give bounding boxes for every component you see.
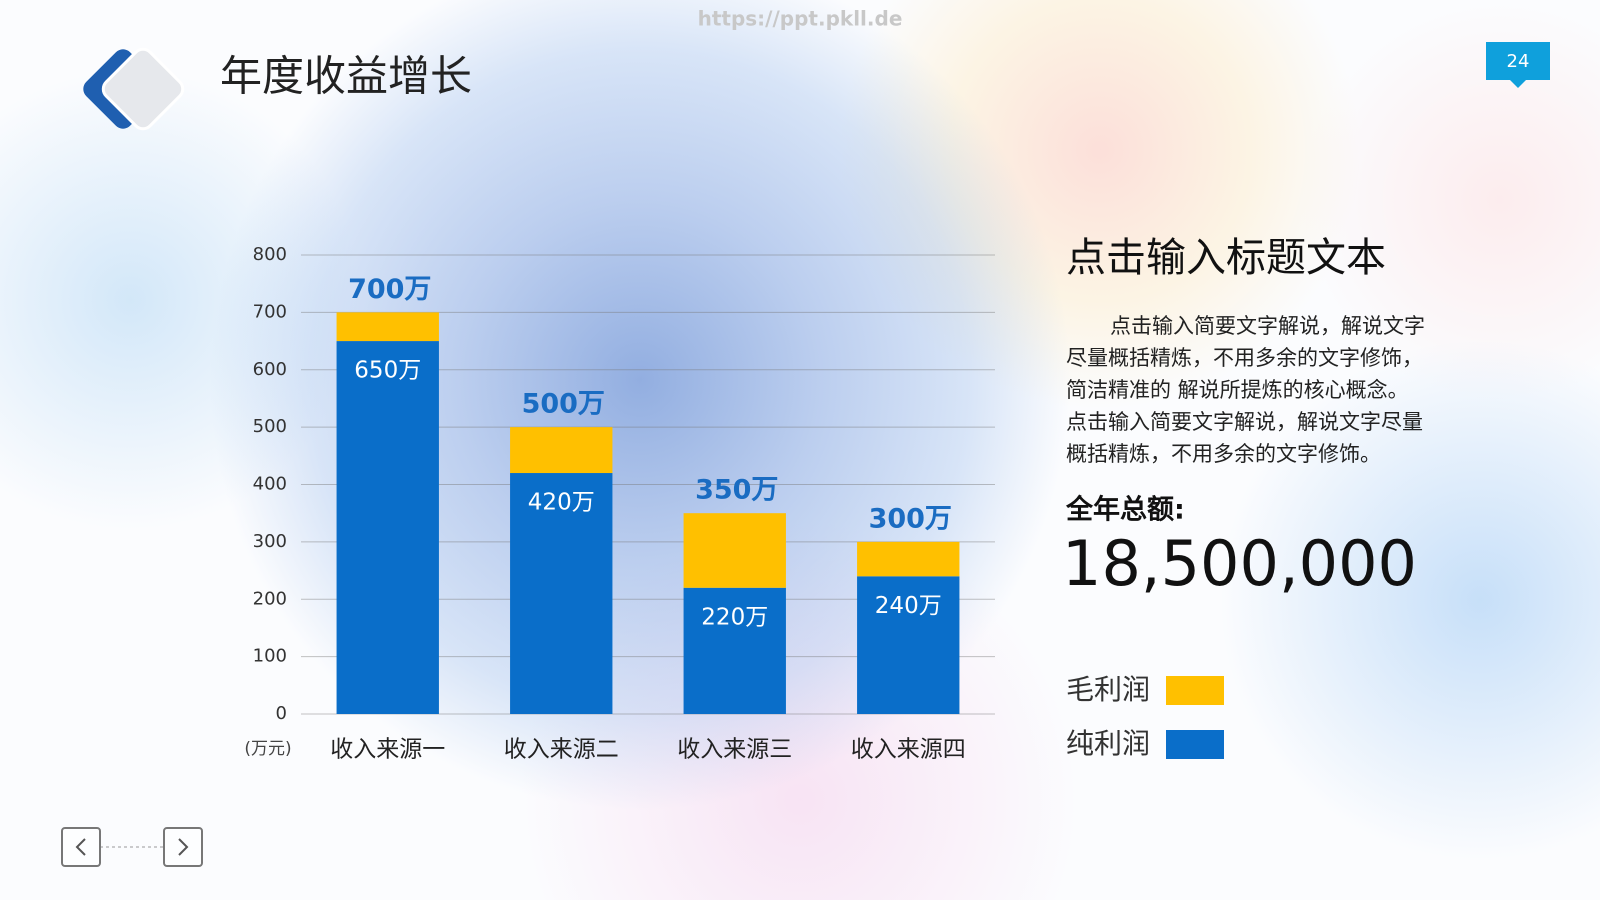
value-label: 240万	[875, 593, 942, 619]
total-caption: 全年总额:	[1065, 494, 1185, 526]
y-tick-label: 0	[276, 703, 287, 724]
next-button[interactable]	[163, 827, 203, 867]
side-text: 概括精炼，不用多余的文字修饰。	[1066, 442, 1381, 466]
prev-button[interactable]	[61, 827, 101, 867]
value-label: 420万	[528, 490, 595, 516]
total-label: 350万	[695, 475, 778, 506]
bar-segment	[857, 576, 960, 714]
y-tick-label: 200	[253, 588, 287, 609]
bar-segment	[857, 541, 960, 577]
page-number: 24	[1507, 51, 1530, 72]
slide-title: 年度收益增长	[220, 52, 472, 101]
value-label: 650万	[354, 358, 421, 384]
bar-segment	[336, 341, 439, 714]
total-label: 700万	[348, 274, 431, 305]
page-badge-tip	[1510, 80, 1526, 88]
x-tick-label: 收入来源四	[851, 737, 966, 763]
prev-icon	[75, 838, 86, 856]
y-tick-label: 600	[253, 359, 287, 380]
total-label: 500万	[522, 389, 605, 420]
x-tick-label: 收入来源三	[677, 737, 792, 763]
y-tick-label: 500	[253, 416, 287, 437]
x-tick-label: 收入来源一	[330, 737, 445, 763]
bar-segment	[683, 513, 786, 588]
legend-swatch	[1166, 730, 1224, 759]
side-text: 简洁精准的 解说所提炼的核心概念。	[1066, 378, 1409, 402]
x-tick-label: 收入来源二	[504, 737, 619, 763]
y-tick-label: 700	[253, 301, 287, 322]
side-text: 点击输入简要文字解说，解说文字尽量	[1066, 410, 1423, 434]
next-icon	[178, 838, 189, 856]
y-tick-label: 300	[253, 531, 287, 552]
bar-segment	[336, 312, 439, 342]
y-tick-label: 400	[253, 474, 287, 495]
bar-segment	[510, 473, 613, 714]
y-unit-label: (万元)	[244, 739, 291, 759]
bar-segment	[683, 587, 786, 714]
watermark: https://ppt.pkll.de	[698, 7, 903, 31]
total-label: 300万	[869, 503, 952, 534]
side-text: 点击输入简要文字解说，解说文字	[1110, 314, 1425, 338]
nav	[61, 827, 203, 867]
total-amount: 18,500,000	[1062, 527, 1417, 600]
value-label: 220万	[701, 604, 768, 630]
side-text: 尽量概括精炼，不用多余的文字修饰，	[1066, 346, 1423, 370]
legend-label: 毛利润	[1066, 673, 1150, 706]
y-tick-label: 800	[253, 244, 287, 265]
y-tick-label: 100	[253, 646, 287, 667]
legend-swatch	[1166, 676, 1224, 705]
bar-segment	[510, 427, 613, 474]
legend-label: 纯利润	[1066, 727, 1150, 760]
side-heading: 点击输入标题文本	[1066, 235, 1386, 281]
logo	[83, 47, 185, 131]
page-badge	[1486, 42, 1550, 80]
